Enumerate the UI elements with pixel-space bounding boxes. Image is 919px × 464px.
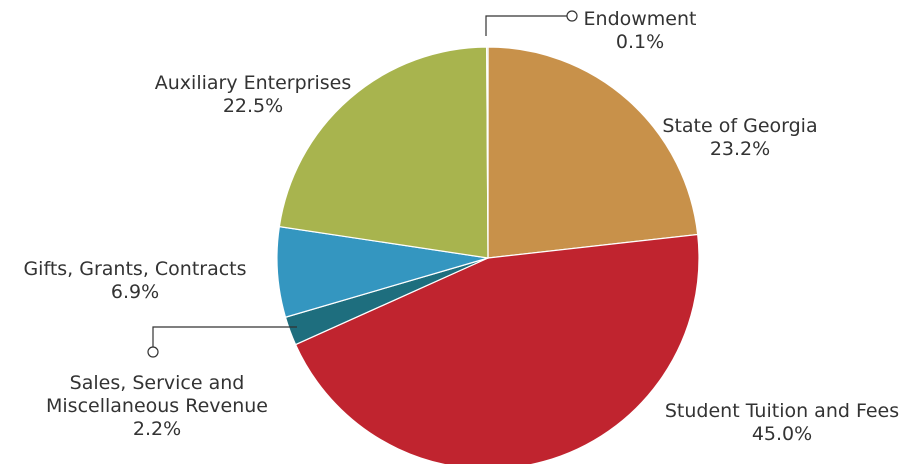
slice-label: Student Tuition and Fees 45.0% xyxy=(665,400,899,446)
slice-label: Auxiliary Enterprises 22.5% xyxy=(155,72,352,118)
leader-dot xyxy=(147,346,159,358)
pie-slice xyxy=(294,233,700,464)
leader-lines xyxy=(147,10,578,358)
category-label: Student Tuition and Fees xyxy=(664,400,900,422)
pie-slice xyxy=(278,46,489,259)
slice-label: State of Georgia 23.2% xyxy=(662,115,817,161)
pie-slice xyxy=(486,46,489,259)
value-label: 23.2% xyxy=(709,138,771,160)
category-label: Gifts, Grants, Contracts xyxy=(23,258,247,280)
leader-line xyxy=(485,15,567,36)
category-label: Auxiliary Enterprises xyxy=(154,72,352,94)
leader-dot xyxy=(566,10,578,22)
slice-label: Endowment 0.1% xyxy=(584,8,697,54)
value-label: 22.5% xyxy=(222,95,284,117)
value-label: 2.2% xyxy=(132,418,182,440)
category-label: Sales, Service and Miscellaneous Revenue xyxy=(46,372,268,417)
slice-label: Sales, Service and Miscellaneous Revenue… xyxy=(32,372,282,441)
pie-slice xyxy=(487,46,699,259)
category-label: Endowment xyxy=(583,8,697,30)
value-label: 45.0% xyxy=(751,423,813,445)
value-label: 6.9% xyxy=(110,281,160,303)
slices xyxy=(276,46,700,464)
category-label: State of Georgia xyxy=(662,115,818,137)
leader-line xyxy=(152,326,297,347)
slice-label: Gifts, Grants, Contracts 6.9% xyxy=(23,258,246,304)
value-label: 0.1% xyxy=(615,31,665,53)
